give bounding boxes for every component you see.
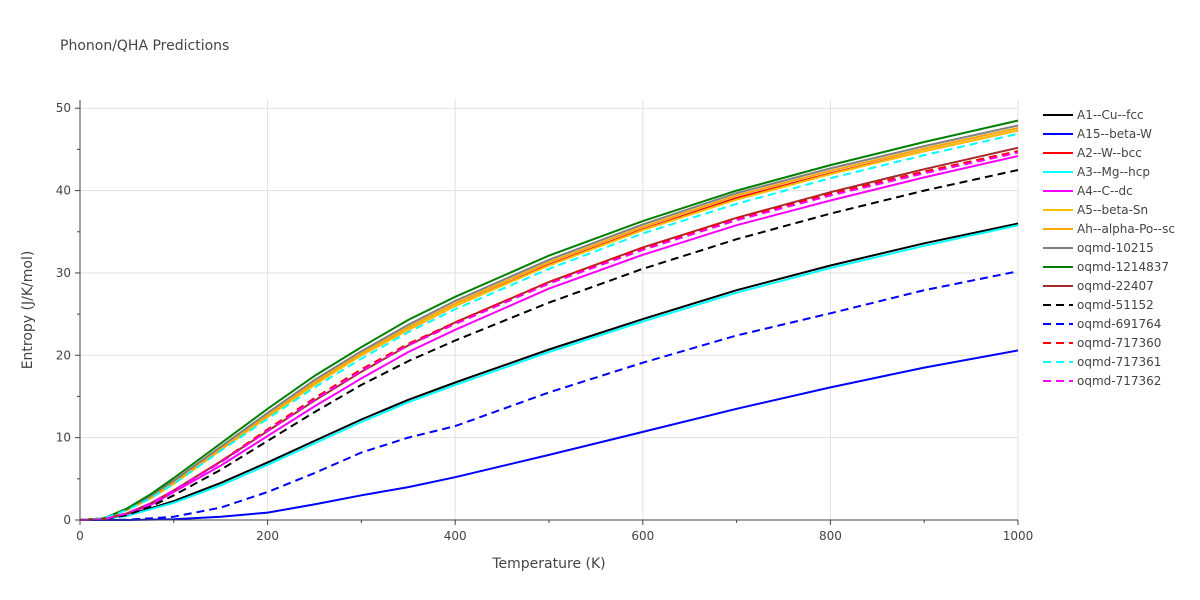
series-line-oqmd-51152 [79,169,1019,521]
x-tick-label: 800 [819,529,842,543]
y-tick-label: 20 [56,348,71,362]
legend-label: oqmd-10215 [1077,241,1154,255]
legend-label: oqmd-691764 [1077,317,1161,331]
legend-label: A1--Cu--fcc [1077,108,1144,122]
legend-label: oqmd-1214837 [1077,260,1169,274]
x-tick-label: 400 [444,529,467,543]
chart-title: Phonon/QHA Predictions [60,38,229,54]
legend-label: oqmd-22407 [1077,279,1154,293]
series-line-A15--beta-W [80,349,1019,521]
x-axis-title: Temperature (K) [491,556,605,572]
series-line-A3--Mg--hcp [79,224,1019,521]
legend-label: oqmd-717360 [1077,336,1161,350]
x-tick-label: 200 [256,529,279,543]
legend-label: A5--beta-Sn [1077,203,1148,217]
y-tick-label: 10 [56,431,71,445]
legend-label: A3--Mg--hcp [1077,165,1150,179]
legend-label: A15--beta-W [1077,127,1152,141]
series-line-oqmd-717360 [79,150,1019,521]
y-tick-label: 40 [56,184,71,198]
series-line-oqmd-691764 [80,270,1019,521]
y-axis-title: Entropy (J/K/mol) [20,251,36,370]
legend: A1--Cu--fcc A15--beta-W A2--W--bcc A3--Mg--… [1043,108,1175,388]
axes: 0 200 400 600 800 1000 0 10 20 30 40 50 [56,100,1034,543]
legend-label: Ah--alpha-Po--sc [1077,222,1175,236]
x-tick-label: 0 [76,529,84,543]
x-tick-label: 1000 [1003,529,1034,543]
series-line-oqmd-22407 [79,146,1019,521]
y-tick-label: 0 [63,513,71,527]
series-line-oqmd-10215 [79,124,1019,521]
y-tick-label: 50 [56,101,71,115]
series-line-oqmd-1214837 [79,119,1019,521]
legend-label: A4--C--dc [1077,184,1133,198]
legend-label: oqmd-717361 [1077,355,1161,369]
series-line-oqmd-717362 [79,151,1019,521]
legend-label: oqmd-717362 [1077,374,1161,388]
legend-label: oqmd-51152 [1077,298,1154,312]
series-line-A4--C--dc [79,155,1019,521]
x-tick-label: 600 [631,529,654,543]
series-line-oqmd-717361 [79,132,1019,521]
y-tick-label: 30 [56,266,71,280]
plot-area [79,119,1019,521]
legend-label: A2--W--bcc [1077,146,1142,160]
